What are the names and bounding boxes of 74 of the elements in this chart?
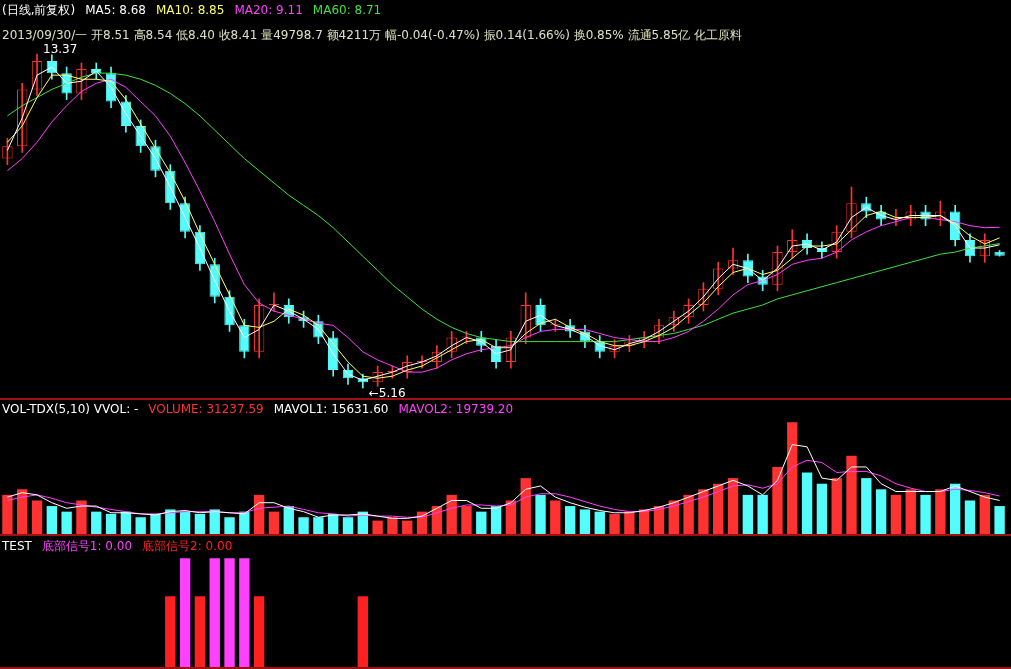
bar: [801, 472, 813, 534]
bar: [298, 517, 309, 534]
bar: [994, 506, 1005, 534]
bar: [165, 509, 176, 534]
bar: [342, 517, 354, 534]
annotation: ←5.16: [368, 386, 406, 401]
bar: [831, 478, 842, 534]
bar: [535, 494, 546, 534]
bar: [624, 511, 635, 534]
text: MAVOL2: 19739.20: [398, 402, 514, 416]
bar: [935, 489, 946, 534]
bar: [846, 455, 857, 534]
bar: [17, 489, 28, 534]
bar: [76, 500, 87, 534]
bar: [727, 478, 739, 534]
bar: [135, 517, 146, 534]
bar: [579, 509, 591, 534]
chart-title: TEST: [2, 539, 32, 553]
bar: [46, 506, 58, 534]
bar: [150, 513, 161, 534]
bar: [861, 478, 872, 534]
bar: [520, 478, 531, 534]
chart-subtitle: 2013/09/30/一 开8.51 高8.54 低8.40 收8.41 量49798.7 额4211万 幅-0.04(-0.47%) 振0.14(1.66%) 换0.85% 流通5.85亿 化工原料: [2, 27, 743, 44]
chart-title: VOL-TDX(5,10) VVOL: -: [2, 402, 139, 416]
bar: [757, 494, 768, 534]
bar: [550, 500, 561, 534]
bar: [875, 489, 887, 534]
bar: [964, 500, 976, 534]
text: 底部信号1: 0.00: [41, 539, 133, 553]
bar: [949, 483, 961, 534]
text: 底部信号2: 0.00: [142, 539, 233, 553]
text: MA10: 8.85: [155, 3, 225, 17]
chart-title: (日线,前复权): [2, 3, 76, 17]
bar: [490, 506, 502, 534]
bar: [268, 511, 280, 534]
bar: [476, 511, 487, 534]
text: MA20: 9.11: [234, 3, 303, 17]
bar: [461, 506, 472, 534]
bar: [402, 520, 413, 534]
text: MAVOL1: 15631.60: [273, 402, 389, 416]
bar: [61, 511, 72, 534]
bar: [91, 511, 102, 534]
bar: [920, 494, 931, 534]
bar: [609, 513, 620, 534]
bar: [31, 500, 43, 534]
bar: [698, 489, 709, 534]
bar: [905, 489, 916, 534]
bar: [387, 517, 398, 534]
bar: [713, 483, 724, 534]
bar: [446, 494, 457, 534]
bar: [564, 506, 576, 534]
bar: [239, 511, 250, 534]
bar: [505, 500, 517, 534]
text: MA5: 8.68: [85, 3, 146, 17]
bar: [772, 466, 783, 534]
bar: [179, 511, 191, 534]
bar: [224, 517, 235, 534]
bar: [209, 509, 220, 534]
bar: [683, 494, 694, 534]
bar: [105, 513, 117, 534]
bar: [787, 422, 798, 534]
text: MA60: 8.71: [312, 3, 382, 17]
bar: [313, 517, 324, 534]
bar: [594, 511, 605, 534]
annotation: 13.37: [43, 42, 78, 57]
text: VOLUME: 31237.59: [148, 402, 264, 416]
bar: [194, 513, 206, 534]
bar: [979, 494, 990, 534]
bar: [816, 483, 828, 534]
bar: [2, 494, 13, 534]
bar: [890, 494, 902, 534]
bar: [742, 494, 754, 534]
bar: [372, 520, 383, 534]
bar: [668, 500, 679, 534]
